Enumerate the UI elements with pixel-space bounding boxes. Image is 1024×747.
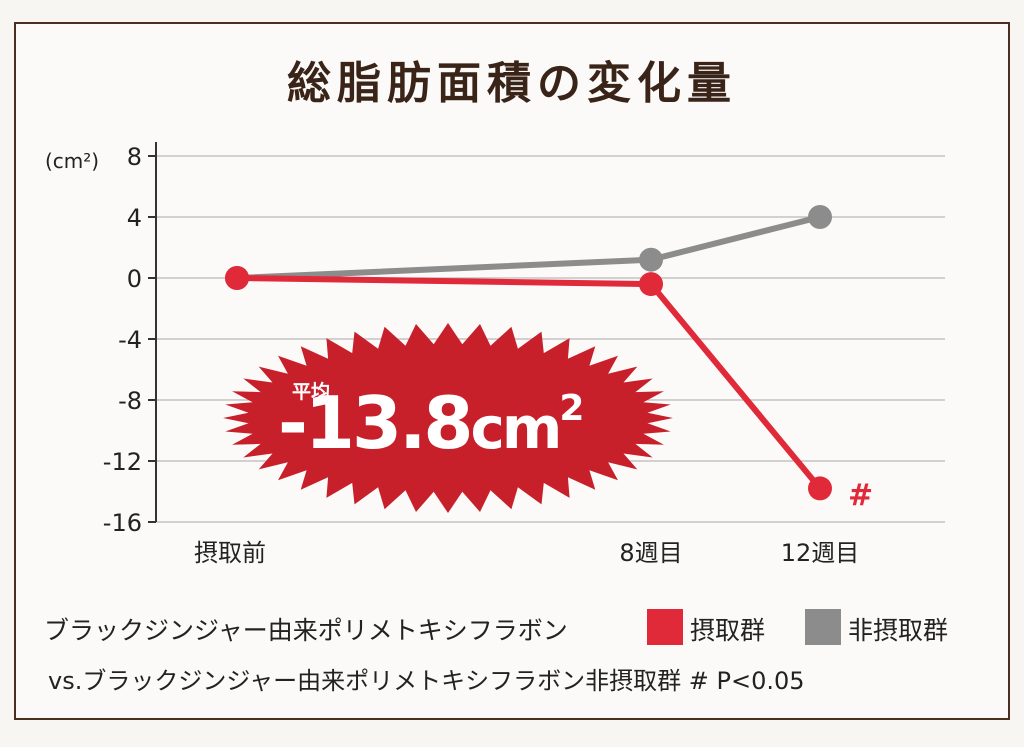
significance-mark: # — [848, 478, 873, 513]
y-unit-label: (cm²) — [45, 149, 99, 173]
y-tick-label: 0 — [127, 265, 142, 293]
data-point-intake — [639, 272, 663, 297]
average-burst: 平均 -13.8cm2 — [223, 323, 673, 513]
burst-unit: cm — [471, 394, 560, 462]
legend-swatch-intake — [647, 609, 683, 645]
y-tick-label: -12 — [103, 448, 142, 476]
burst-prefix: 平均 — [292, 380, 330, 403]
y-tick-label: 8 — [127, 143, 142, 171]
data-point-intake — [808, 476, 832, 501]
burst-value-text: -13.8cm2 — [278, 381, 581, 465]
data-point-non-intake — [808, 205, 832, 229]
y-tick-label: 4 — [127, 204, 142, 232]
x-tick-label: 摂取前 — [194, 539, 266, 567]
series-line-non-intake — [236, 214, 821, 281]
burst-unit-sup: 2 — [559, 388, 581, 429]
legend-label-non-intake: 非摂取群 — [848, 616, 948, 645]
x-tick-label: 12週目 — [781, 539, 860, 567]
legend-lead: ブラックジンジャー由来ポリメトキシフラボン — [44, 616, 568, 645]
data-point-intake — [225, 266, 249, 290]
burst-value: -13.8 — [278, 381, 471, 465]
legend-label-intake: 摂取群 — [690, 616, 765, 645]
y-tick-label: -4 — [118, 326, 142, 354]
chart-title: 総脂肪面積の変化量 — [287, 58, 737, 109]
legend-swatch-non-intake — [805, 609, 841, 645]
x-tick-label: 8週目 — [619, 539, 682, 567]
y-tick-label: -16 — [103, 509, 142, 537]
y-tick-label: -8 — [118, 387, 142, 415]
data-point-non-intake — [639, 247, 663, 272]
footnote: vs.ブラックジンジャー由来ポリメトキシフラボン非摂取群 # P<0.05 — [48, 667, 805, 695]
